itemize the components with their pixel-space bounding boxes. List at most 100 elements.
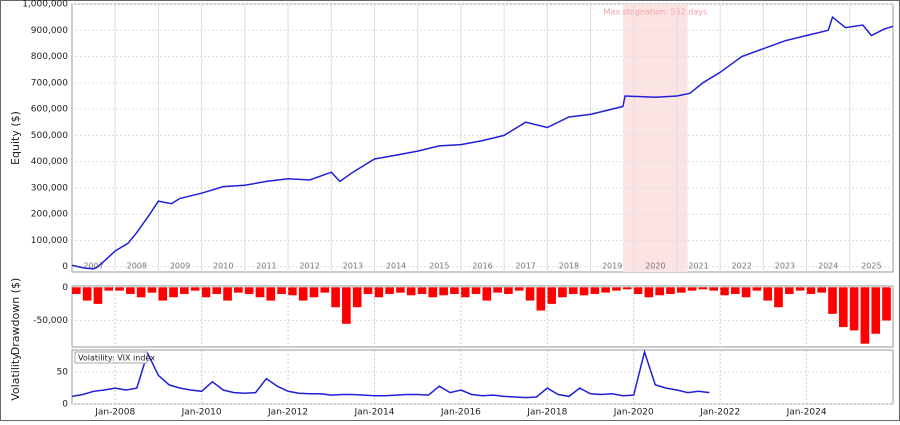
x-tick-label: 2011 <box>256 262 276 271</box>
x-tick-label: Jan-2018 <box>526 408 567 418</box>
x-tick-label: Jan-2010 <box>181 408 222 418</box>
bar <box>514 287 524 291</box>
y-axis-title: Equity ($) <box>9 111 22 165</box>
bar <box>277 287 286 294</box>
x-tick-label: 2010 <box>213 262 233 271</box>
bar <box>406 287 416 296</box>
bar <box>493 287 502 293</box>
bar <box>298 287 308 301</box>
bar <box>795 287 805 291</box>
bar <box>471 287 481 294</box>
plot-area <box>71 3 894 273</box>
bar <box>396 287 405 293</box>
bar <box>72 287 81 294</box>
bar <box>525 287 535 301</box>
bar <box>223 287 232 301</box>
stagnation-span <box>622 4 688 272</box>
x-tick-label: 2014 <box>386 262 406 271</box>
bar <box>244 287 254 294</box>
bar <box>763 287 773 301</box>
x-tick-label: Jan-2020 <box>613 408 654 418</box>
x-tick-label: 2023 <box>775 262 795 271</box>
bar <box>644 287 654 298</box>
y-tick-label: 0 <box>62 400 68 410</box>
bar <box>838 287 848 328</box>
x-tick-label: 2022 <box>732 262 752 271</box>
bar <box>331 287 340 308</box>
x-tick-label: 2020 <box>645 262 665 271</box>
x-tick-label: 2019 <box>602 262 622 271</box>
y-tick-label: 300,000 <box>31 183 68 193</box>
y-tick-label: 900,000 <box>31 26 68 36</box>
bar <box>234 287 243 293</box>
bar <box>579 287 589 296</box>
x-tick-label: 2024 <box>818 262 838 271</box>
bar <box>849 287 859 331</box>
bar <box>266 287 276 301</box>
bar <box>342 287 351 324</box>
bar <box>320 287 330 293</box>
bar <box>590 287 600 294</box>
annotation: Max stagnation: 552 days <box>604 8 708 17</box>
y-tick-label: 1,000,000 <box>22 0 68 10</box>
bar <box>190 287 200 291</box>
series-line <box>71 15 894 270</box>
x-tick-label: 2017 <box>516 262 536 271</box>
series-line <box>71 349 710 399</box>
bar <box>374 287 384 298</box>
bar <box>363 287 373 294</box>
bar <box>147 287 157 293</box>
y-tick-label: 0 <box>62 262 68 272</box>
bar <box>104 287 114 291</box>
y-axis-title: Drawdown ($) <box>9 278 22 356</box>
x-tick-label: 2016 <box>472 262 492 271</box>
bar <box>547 287 556 304</box>
bar <box>774 287 783 308</box>
legend-box <box>74 351 148 364</box>
x-tick-label: 2008 <box>127 262 147 271</box>
bar <box>385 287 394 294</box>
bar <box>169 287 178 298</box>
bar <box>460 287 470 298</box>
y-tick-label: -50,000 <box>33 316 68 326</box>
bar <box>504 287 513 294</box>
bar <box>180 287 189 294</box>
bar <box>93 287 103 304</box>
bar <box>633 287 643 294</box>
bar <box>536 287 546 311</box>
bar <box>482 287 492 301</box>
bar <box>698 287 708 290</box>
x-tick-label: 2015 <box>429 262 449 271</box>
x-tick-label: Jan-2024 <box>786 408 827 418</box>
bar <box>158 287 168 301</box>
bar <box>612 287 621 291</box>
y-tick-label: 200,000 <box>31 210 68 220</box>
x-tick-label: Jan-2008 <box>94 408 135 418</box>
bar <box>309 287 319 298</box>
x-tick-label: 2018 <box>559 262 579 271</box>
x-tick-label: 2009 <box>170 262 190 271</box>
bar <box>687 287 697 291</box>
bar <box>806 287 816 294</box>
bar <box>784 287 794 294</box>
y-tick-label: 400,000 <box>31 157 68 167</box>
bar <box>428 287 438 298</box>
bar <box>136 287 146 298</box>
y-tick-label: 700,000 <box>31 78 68 88</box>
bar <box>720 287 729 296</box>
y-tick-label: 50 <box>57 368 69 378</box>
y-tick-label: 500,000 <box>31 131 68 141</box>
bar <box>201 287 211 298</box>
y-tick-label: 600,000 <box>31 105 68 115</box>
bar <box>860 287 870 344</box>
bar <box>417 287 427 294</box>
bar <box>115 287 124 291</box>
x-tick-label: 2007 <box>83 262 103 271</box>
x-tick-label: 2025 <box>861 262 881 271</box>
bar <box>741 287 751 298</box>
bar <box>568 287 578 294</box>
bar <box>212 287 222 294</box>
x-tick-label: Jan-2022 <box>699 408 740 418</box>
bar <box>676 287 686 293</box>
